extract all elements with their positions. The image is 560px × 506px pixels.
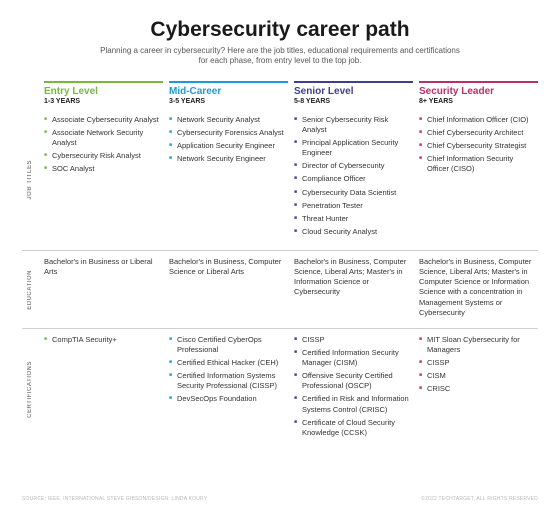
list-item: Cybersecurity Risk Analyst [44,151,159,161]
list-item: Chief Cybersecurity Strategist [419,141,534,151]
list-item: DevSecOps Foundation [169,394,284,404]
list-item: Cisco Certified CyberOps Professional [169,335,284,355]
education-leader: Bachelor's in Business, Computer Science… [419,253,538,326]
stage-header-entry: Entry Level 1-3 YEARS [44,81,163,105]
row-label-certs: CERTIFICATIONS [27,361,33,418]
stage-years: 3-5 YEARS [169,98,288,105]
list-item: Offensive Security Certified Professiona… [294,371,409,391]
certs-entry: CompTIA Security+ [44,331,163,449]
list-item: Chief Information Officer (CIO) [419,115,534,125]
list-item: Chief Cybersecurity Architect [419,128,534,138]
titles-senior: Senior Cybersecurity Risk Analyst Princip… [294,111,413,248]
infographic-page: Cybersecurity career path Planning a car… [0,0,560,506]
divider [22,250,538,251]
list-item: Threat Hunter [294,214,409,224]
list-item: Application Security Engineer [169,141,284,151]
divider [22,328,538,329]
list-item: Network Security Analyst [169,115,284,125]
stage-years: 5-8 YEARS [294,98,413,105]
row-label-titles: JOB TITLES [27,160,33,200]
list-item: CISSP [419,358,534,368]
list-item: Certificate of Cloud Security Knowledge … [294,418,409,438]
education-mid: Bachelor's in Business, Computer Science… [169,253,288,326]
list-item: CISM [419,371,534,381]
titles-leader: Chief Information Officer (CIO) Chief Cyb… [419,111,538,248]
stage-years: 1-3 YEARS [44,98,163,105]
stage-header-leader: Security Leader 8+ YEARS [419,81,538,105]
stage-name: Senior Level [294,86,413,97]
list-item: Cybersecurity Data Scientist [294,188,409,198]
list-item: MIT Sloan Cybersecurity for Managers [419,335,534,355]
titles-entry: Associate Cybersecurity Analyst Associate… [44,111,163,248]
footer: SOURCE: IEEE, INTERNATIONAL STEVE GIBSON… [22,496,538,502]
list-item: Certified Information Security Manager (… [294,348,409,368]
page-title: Cybersecurity career path [22,18,538,42]
list-item: Penetration Tester [294,201,409,211]
list-item: Cloud Security Analyst [294,227,409,237]
stage-name: Entry Level [44,86,163,97]
certs-senior: CISSP Certified Information Security Mana… [294,331,413,449]
stage-header-mid: Mid-Career 3-5 YEARS [169,81,288,105]
list-item: Certified in Risk and Information System… [294,394,409,414]
list-item: CRISC [419,384,534,394]
stage-name: Mid-Career [169,86,288,97]
career-grid: Entry Level 1-3 YEARS Mid-Career 3-5 YEA… [22,81,538,449]
list-item: CISSP [294,335,409,345]
list-item: Compliance Officer [294,174,409,184]
certs-mid: Cisco Certified CyberOps Professional Cer… [169,331,288,449]
list-item: Chief Information Security Officer (CISO… [419,154,534,174]
titles-mid: Network Security Analyst Cybersecurity Fo… [169,111,288,248]
footer-left: SOURCE: IEEE, INTERNATIONAL STEVE GIBSON… [22,496,207,502]
list-item: Director of Cybersecurity [294,161,409,171]
list-item: Principal Application Security Engineer [294,138,409,158]
list-item: Cybersecurity Forensics Analyst [169,128,284,138]
stage-years: 8+ YEARS [419,98,538,105]
list-item: Certified Ethical Hacker (CEH) [169,358,284,368]
list-item: Certified Information Systems Security P… [169,371,284,391]
stage-header-senior: Senior Level 5-8 YEARS [294,81,413,105]
education-entry: Bachelor's in Business or Liberal Arts [44,253,163,326]
footer-right: ©2022 TECHTARGET, ALL RIGHTS RESERVED [421,496,538,502]
list-item: Senior Cybersecurity Risk Analyst [294,115,409,135]
list-item: Network Security Engineer [169,154,284,164]
list-item: CompTIA Security+ [44,335,159,345]
list-item: SOC Analyst [44,164,159,174]
list-item: Associate Network Security Analyst [44,128,159,148]
row-label-education: EDUCATION [27,270,33,310]
header-spacer [22,81,38,111]
education-senior: Bachelor's in Business, Computer Science… [294,253,413,326]
page-subtitle: Planning a career in cybersecurity? Here… [100,46,460,67]
stage-name: Security Leader [419,86,538,97]
certs-leader: MIT Sloan Cybersecurity for Managers CISS… [419,331,538,449]
list-item: Associate Cybersecurity Analyst [44,115,159,125]
